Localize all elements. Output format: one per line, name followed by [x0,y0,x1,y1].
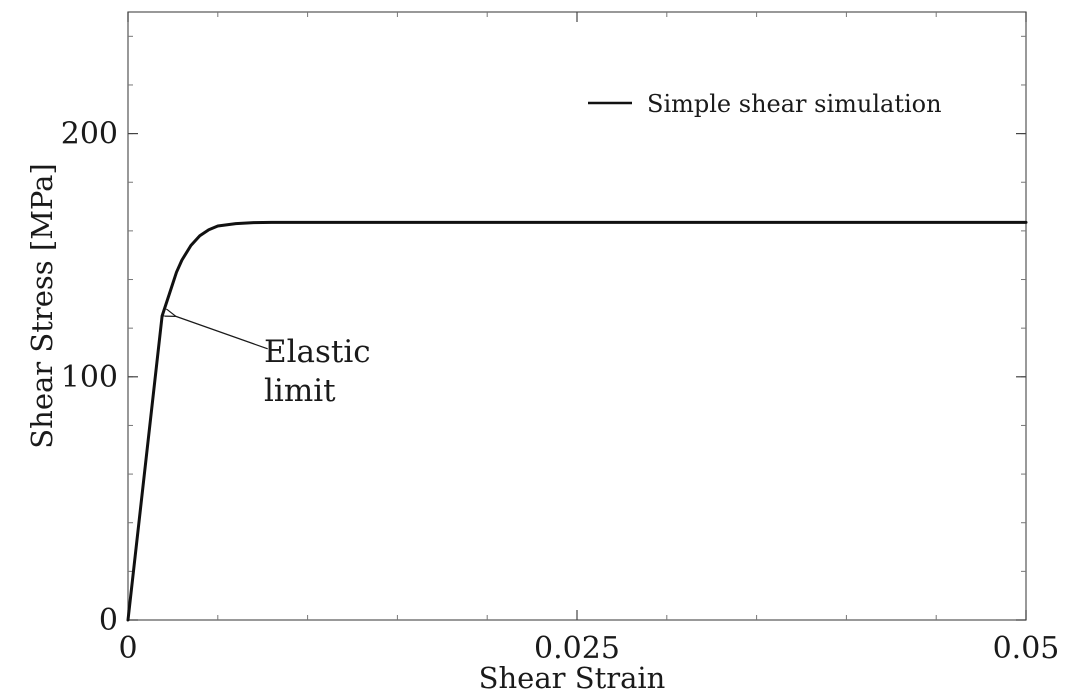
elastic-limit-annotation: Elastic limit [175,316,371,409]
annotation-arrow [175,316,268,350]
y-tick-label: 200 [61,117,118,152]
x-tick-label: 0 [118,631,137,666]
y-axis-title: Shear Stress [MPa] [25,163,59,448]
x-tick-label: 0.05 [993,631,1060,666]
y-tick-label: 0 [99,603,118,638]
annotation-text-line-1: Elastic [264,334,371,370]
legend: Simple shear simulation [588,90,942,118]
y-tick-label: 100 [61,360,118,395]
legend-label: Simple shear simulation [647,90,942,118]
series-line-simple-shear [126,220,1028,622]
annotation-text-line-2: limit [264,373,336,409]
x-tick-label: 0.025 [534,631,620,666]
x-axis-title: Shear Strain [479,661,666,693]
y-tick-labels: 0 100 200 [61,117,118,638]
x-tick-labels: 0 0.025 0.05 [118,631,1059,666]
